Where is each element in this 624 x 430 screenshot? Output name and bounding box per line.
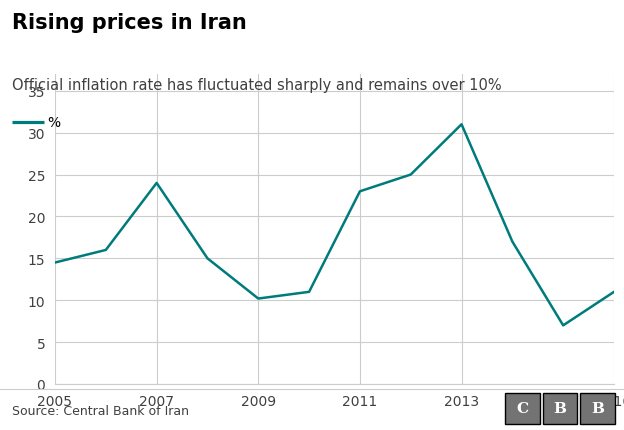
Text: B: B xyxy=(591,402,604,415)
Text: B: B xyxy=(553,402,567,415)
Text: Official inflation rate has fluctuated sharply and remains over 10%: Official inflation rate has fluctuated s… xyxy=(12,77,502,92)
Text: %: % xyxy=(47,116,60,129)
Text: C: C xyxy=(517,402,529,415)
Text: Source: Central Bank of Iran: Source: Central Bank of Iran xyxy=(12,404,190,417)
Text: Rising prices in Iran: Rising prices in Iran xyxy=(12,13,247,33)
